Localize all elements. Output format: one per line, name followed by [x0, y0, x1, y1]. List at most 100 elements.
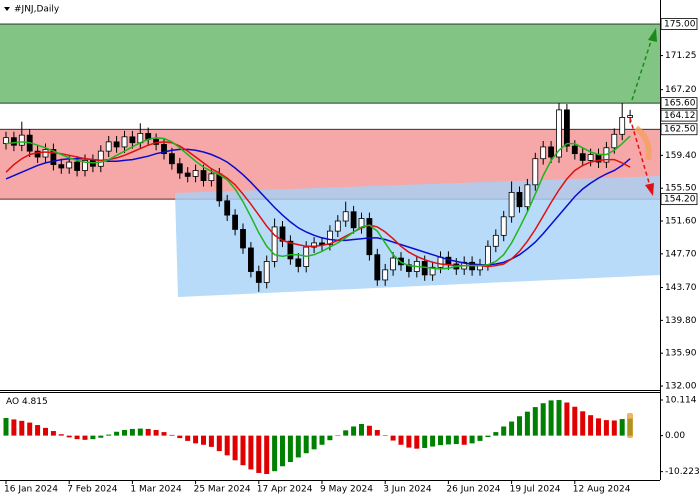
- ao-bar: [11, 419, 17, 436]
- price-label-box: [660, 97, 698, 110]
- ao-bar: [58, 434, 64, 436]
- candle-body: [58, 164, 65, 169]
- ao-bar: [517, 416, 522, 436]
- candle-body: [105, 141, 112, 152]
- ao-bar: [359, 423, 364, 436]
- ao-bar: [311, 435, 317, 450]
- y-tick-label: 155.50: [665, 184, 697, 194]
- candle-body: [437, 256, 444, 268]
- ao-bar: [445, 435, 451, 445]
- menu-triangle: [4, 7, 10, 11]
- y-tick-label: 151.60: [665, 217, 697, 227]
- ao-bar: [66, 435, 72, 438]
- ao-bar: [50, 431, 56, 436]
- ao-bar: [98, 435, 104, 438]
- candle-body: [168, 153, 175, 165]
- candle-body: [524, 184, 531, 208]
- x-tick-label: 7 Feb 2024: [67, 485, 118, 495]
- candle-body: [500, 216, 507, 236]
- ao-bar: [161, 432, 167, 436]
- candle-body: [200, 170, 207, 182]
- ao-bar: [477, 435, 483, 441]
- ao-bar: [366, 425, 372, 436]
- ao-bar: [524, 411, 530, 436]
- candle-body: [579, 153, 586, 161]
- ao-bar: [414, 435, 420, 449]
- ao-bar: [295, 435, 301, 458]
- x-tick-label: 16 Jan 2024: [4, 485, 58, 495]
- ao-bar: [461, 435, 467, 445]
- ao-bar: [90, 435, 96, 440]
- ao-bar: [351, 426, 357, 436]
- ao-tick-label: 10.114: [665, 395, 697, 405]
- ao-bar: [335, 435, 341, 436]
- candle-body: [192, 170, 199, 177]
- ao-bar: [588, 415, 594, 436]
- ao-bar: [185, 435, 191, 441]
- ao-bar: [145, 428, 151, 436]
- ao-bar: [272, 435, 278, 472]
- ao-bar: [240, 435, 246, 466]
- indicator-name: AO: [6, 397, 19, 407]
- x-tick-label: 3 Jun 2024: [383, 485, 432, 495]
- ao-bar: [556, 400, 562, 436]
- ao-bar: [122, 429, 127, 436]
- candle-body: [42, 149, 49, 158]
- ao-bar: [280, 435, 285, 467]
- price-label-box: [660, 109, 698, 122]
- ao-bar: [19, 420, 25, 436]
- candle-body: [287, 240, 294, 260]
- ao-bar: [453, 435, 459, 445]
- ao-bar: [43, 427, 48, 436]
- candle-body: [382, 269, 389, 281]
- x-tick-label: 17 Apr 2024: [257, 485, 313, 495]
- price-label: 162.50: [664, 125, 696, 135]
- up-arrow-head: [648, 28, 657, 42]
- ao-bar: [319, 435, 325, 445]
- candle-body: [556, 109, 562, 158]
- ao-bar: [343, 430, 349, 436]
- candle-body: [121, 136, 128, 148]
- ao-bar: [374, 429, 380, 436]
- ao-bar: [3, 418, 9, 436]
- x-tick-label: 25 Mar 2024: [194, 485, 251, 495]
- candle-body: [532, 158, 539, 186]
- ao-bar: [493, 432, 499, 436]
- ao-bar: [27, 422, 33, 436]
- up-arrow-line: [631, 37, 653, 101]
- y-tick-label: 147.70: [665, 249, 697, 259]
- ao-bar: [216, 435, 222, 452]
- candle-body: [492, 234, 499, 247]
- x-tick-label: 9 May 2024: [320, 485, 373, 495]
- ao-bar: [532, 407, 538, 436]
- candle-body: [50, 149, 57, 166]
- ao-bar: [580, 411, 586, 436]
- candle-body: [571, 145, 578, 155]
- price-label-box: [660, 193, 698, 206]
- ao-bar: [264, 435, 270, 475]
- candle-body: [161, 143, 167, 155]
- down-arrow-head: [645, 183, 654, 196]
- candle-body: [279, 226, 286, 242]
- candle-body: [74, 161, 80, 171]
- candle-body: [366, 218, 373, 256]
- ao-bar: [82, 435, 88, 440]
- indicator-value: 4.815: [22, 397, 48, 407]
- chart-title: #JNJ,Daily: [14, 5, 60, 15]
- candle-body: [429, 266, 436, 276]
- ao-bar: [611, 420, 617, 436]
- x-tick-label: 26 Jun 2024: [446, 485, 500, 495]
- candle-body: [208, 173, 215, 182]
- candle-body: [97, 150, 104, 167]
- candle-body: [611, 133, 618, 149]
- down-arrow-line: [629, 117, 651, 187]
- price-label-box: [660, 123, 698, 136]
- ao-bar: [232, 435, 238, 461]
- ao-bar: [303, 435, 309, 454]
- y-tick-label: 143.70: [665, 283, 697, 293]
- ao-bar: [509, 421, 515, 436]
- ao-bar: [430, 435, 436, 447]
- ao-bar: [390, 435, 396, 441]
- x-tick-label: 1 Mar 2024: [130, 485, 182, 495]
- ao-bar: [137, 428, 143, 436]
